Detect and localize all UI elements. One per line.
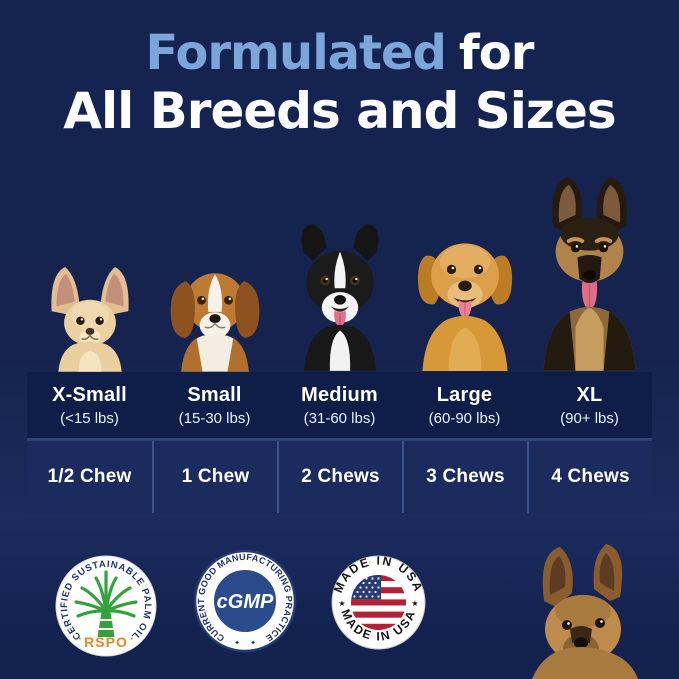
golden-retriever-photo	[417, 243, 512, 371]
made-in-usa-badge: MADE IN USA MADE IN USA ★ ★	[331, 554, 426, 655]
size-name: X-Small	[52, 383, 127, 406]
dogs-row	[27, 0, 652, 373]
title-rest: for	[458, 25, 535, 81]
size-label-band: X-Small (<15 lbs) Small (15-30 lbs) Medi…	[27, 372, 652, 438]
page-title: Formulated for All Breeds and Sizes	[0, 24, 679, 140]
dog-slot-medium	[277, 217, 402, 373]
size-cell-small: Small (15-30 lbs)	[152, 372, 277, 438]
cgmp-star-left: ✦	[234, 639, 240, 647]
rspo-certified-palm-oil-icon: CERTIFIED SUSTAINABLE PALM OIL · RSPO ·	[55, 555, 157, 657]
size-cell-xl: XL (90+ lbs)	[527, 372, 652, 438]
size-weight: (31-60 lbs)	[303, 409, 376, 427]
chihuahua-photo	[50, 267, 129, 372]
chew-cell-xl: 4 Chews	[527, 441, 652, 513]
size-name: Medium	[301, 383, 378, 406]
rspo-badge: CERTIFIED SUSTAINABLE PALM OIL · RSPO ·	[54, 554, 158, 663]
rspo-dot-right: ·	[130, 631, 134, 646]
made-in-usa-icon: MADE IN USA MADE IN USA ★ ★	[331, 554, 426, 650]
cgmp-icon: CURRENT GOOD MANUFACTURING PRACTICE ✦ ✦ …	[193, 549, 297, 653]
chew-cell-xsmall: 1/2 Chew	[47, 466, 132, 487]
title-line1: Formulated for	[0, 24, 679, 82]
usa-star-left: ★	[338, 599, 345, 608]
title-highlight: Formulated	[145, 25, 447, 81]
size-weight: (60-90 lbs)	[428, 409, 501, 427]
size-name: Large	[436, 383, 493, 406]
dog-slot-xsmall	[27, 260, 152, 373]
cgmp-badge: CURRENT GOOD MANUFACTURING PRACTICE ✦ ✦ …	[193, 549, 297, 658]
size-cell-large: Large (60-90 lbs)	[402, 372, 527, 438]
corner-dog	[498, 537, 676, 679]
us-flag-icon	[351, 575, 406, 630]
chew-dose-band: 1/2 Chew 1 Chew 2 Chews 3 Chews 4 Chews	[27, 441, 652, 513]
size-name: Small	[187, 383, 242, 406]
band-divider	[27, 438, 652, 441]
size-weight: (90+ lbs)	[560, 409, 619, 427]
dog-slot-small	[152, 241, 277, 373]
size-cell-medium: Medium (31-60 lbs)	[277, 372, 402, 438]
dog-slot-large	[402, 192, 527, 373]
border-collie-photo	[300, 223, 379, 371]
cgmp-label: cGMP	[217, 591, 274, 613]
german-shepherd-photo	[543, 177, 636, 371]
palm-tree-icon	[74, 570, 138, 637]
title-line2: All Breeds and Sizes	[63, 82, 616, 140]
usa-star-right: ★	[411, 599, 418, 608]
size-cell-xsmall: X-Small (<15 lbs)	[27, 372, 152, 438]
rspo-dot-left: ·	[78, 631, 82, 646]
chew-cell-medium: 2 Chews	[277, 441, 402, 513]
rspo-label: RSPO	[84, 634, 128, 650]
chew-cell-small: 1 Chew	[152, 441, 277, 513]
size-name: XL	[576, 383, 603, 406]
size-weight: (15-30 lbs)	[178, 409, 251, 427]
size-weight: (<15 lbs)	[60, 409, 119, 427]
beagle-photo	[170, 273, 259, 372]
dog-slot-xl	[527, 170, 652, 373]
malinois-photo	[532, 544, 638, 679]
cgmp-star-right: ✦	[250, 639, 256, 647]
chew-cell-large: 3 Chews	[402, 441, 527, 513]
